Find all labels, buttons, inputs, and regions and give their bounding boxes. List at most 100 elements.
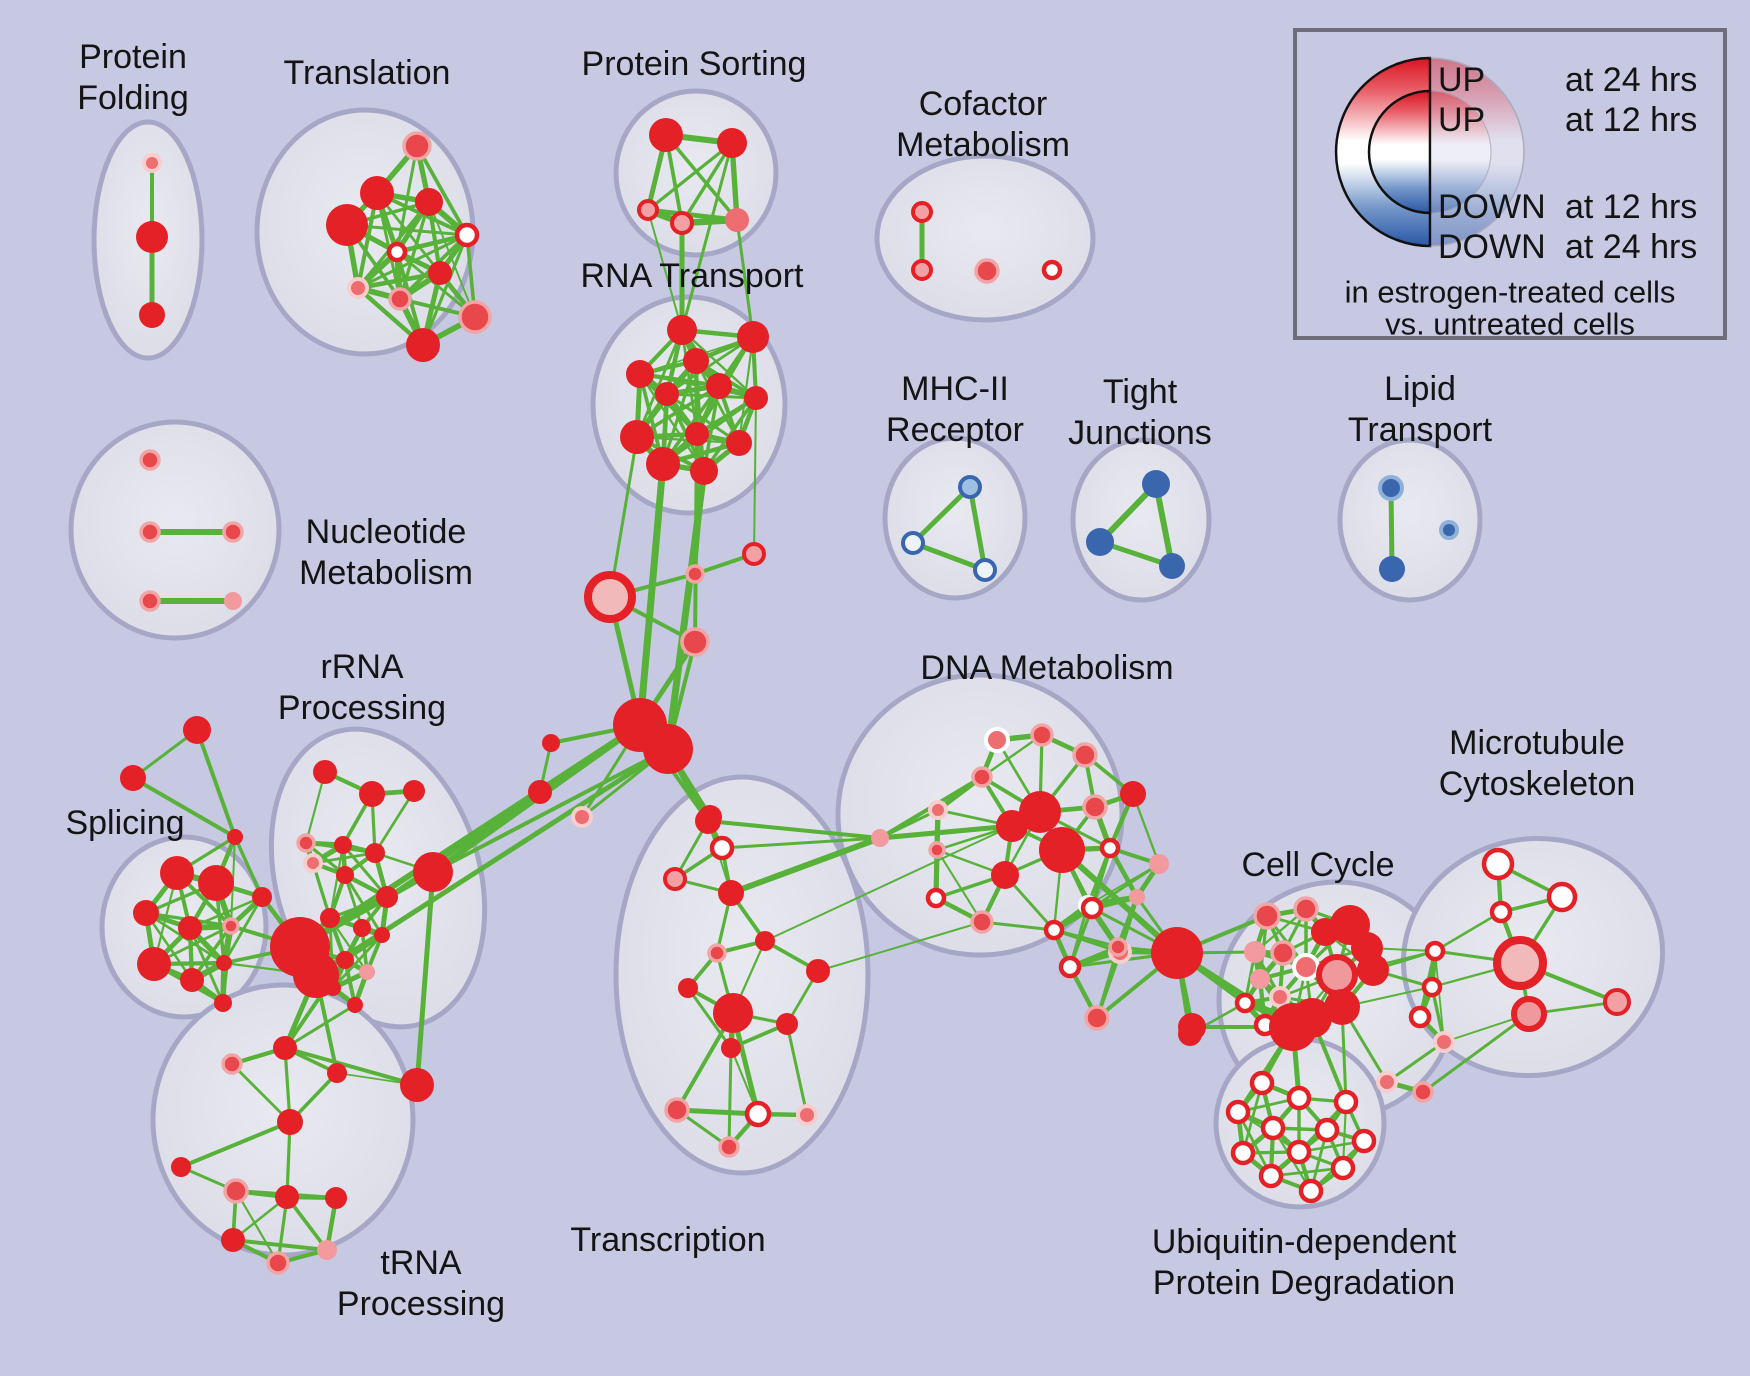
node-free-8 — [571, 806, 593, 828]
node-dn-9 — [1039, 827, 1085, 873]
node-mt-8 — [1408, 1005, 1432, 1029]
node-ps-2 — [637, 199, 659, 221]
network-edge — [727, 1046, 733, 1149]
node-nm-3 — [139, 590, 161, 612]
node-dn-13 — [925, 887, 947, 909]
node-ub-11 — [1298, 1178, 1324, 1204]
network-edge — [665, 392, 741, 445]
node-lp-2 — [1439, 520, 1459, 540]
node-rt-1 — [737, 321, 769, 353]
node-rr-7 — [376, 886, 398, 908]
node-tr-11 — [266, 1251, 290, 1275]
node-dn-4 — [928, 800, 948, 820]
network-edge — [686, 986, 733, 1050]
network-edge — [878, 808, 940, 840]
node-rr-4 — [334, 836, 352, 854]
node-rr-11 — [336, 951, 354, 969]
cluster-label-microtubule: Microtubule Cytoskeleton — [1439, 724, 1636, 803]
cluster-label-splicing: Splicing — [65, 804, 184, 842]
node-tl-3 — [326, 204, 368, 246]
network-edge — [283, 1046, 419, 1087]
node-rr-0 — [313, 760, 337, 784]
node-tr-6 — [223, 1178, 249, 1204]
node-cc-16 — [1324, 989, 1360, 1025]
node-mt-9 — [1433, 1031, 1455, 1053]
node-dn-16 — [1129, 889, 1145, 905]
node-cc-6 — [1270, 940, 1296, 966]
node-cf-2 — [974, 258, 1000, 284]
node-dn-2 — [1072, 742, 1098, 768]
node-sp-0 — [160, 856, 194, 890]
node-rr-16 — [403, 780, 425, 802]
network-edge — [1388, 485, 1395, 572]
cluster-ellipse-lp — [1337, 437, 1483, 603]
network-edge — [967, 484, 988, 573]
network-edge — [636, 460, 667, 729]
node-tl-7 — [347, 277, 369, 299]
node-sp-12 — [227, 829, 243, 845]
node-mt-0 — [1481, 847, 1515, 881]
network-edge — [431, 747, 670, 874]
network-edge — [728, 835, 883, 896]
node-tl-8 — [388, 287, 412, 311]
node-cc-8 — [1316, 954, 1358, 996]
node-nm-2 — [222, 521, 244, 543]
node-sp-9 — [252, 887, 272, 907]
node-mt-4 — [1493, 936, 1547, 990]
node-ub-2 — [1225, 1099, 1251, 1125]
node-sp-2 — [133, 900, 159, 926]
node-nm-4 — [224, 592, 242, 610]
cluster-label-translation: Translation — [284, 54, 451, 92]
node-nm-1 — [139, 521, 161, 543]
node-cf-3 — [1041, 259, 1063, 281]
node-sp-4 — [222, 917, 240, 935]
node-ub-5 — [1314, 1117, 1340, 1143]
network-edge — [647, 209, 683, 331]
node-ub-1 — [1286, 1085, 1312, 1111]
node-rt-10 — [646, 447, 680, 481]
node-pf-0 — [142, 153, 162, 173]
node-free-2 — [742, 542, 766, 566]
node-tx-7 — [806, 959, 830, 983]
cluster-label-dna-metabolism: DNA Metabolism — [920, 649, 1173, 687]
node-pf-2 — [139, 302, 165, 328]
node-tx-10 — [721, 1038, 741, 1058]
network-edge — [935, 848, 984, 924]
node-tr-9 — [221, 1228, 245, 1252]
network-edge — [910, 540, 988, 573]
node-cc-9 — [1357, 954, 1389, 986]
node-free-11 — [1151, 927, 1203, 979]
network-edge — [910, 484, 973, 546]
node-sp-1 — [198, 865, 234, 901]
node-tj-0 — [1142, 470, 1170, 498]
network-edge — [1090, 862, 1161, 910]
node-tx-11 — [664, 1097, 690, 1123]
node-cc-10 — [1250, 969, 1270, 989]
network-edge — [665, 335, 755, 396]
node-tl-0 — [402, 131, 432, 161]
cluster-label-protein-sorting: Protein Sorting — [582, 45, 807, 83]
network-edge — [1421, 1012, 1531, 1094]
node-sp-7 — [216, 955, 232, 971]
cluster-label-trna: tRNA Processing — [337, 1244, 505, 1323]
node-rr-2 — [296, 833, 316, 853]
network-edge — [283, 1003, 357, 1050]
legend-up-12-time: at 12 hrs — [1565, 101, 1697, 139]
node-cf-1 — [911, 259, 933, 281]
node-dn-14 — [970, 910, 994, 934]
node-dn-22 — [1084, 1005, 1110, 1031]
node-tr-3 — [400, 1068, 434, 1102]
node-pf-1 — [136, 221, 168, 253]
node-tr-10 — [317, 1240, 337, 1260]
network-edge — [233, 835, 264, 899]
node-cc-7 — [1292, 953, 1320, 981]
network-edge — [1385, 1040, 1446, 1084]
network-edge — [188, 926, 225, 1005]
node-cc-12 — [1234, 992, 1256, 1014]
node-mt-3 — [1424, 940, 1446, 962]
network-edge — [304, 770, 327, 845]
network-edge — [421, 233, 469, 347]
node-cc-0 — [1253, 902, 1281, 930]
node-dn-8 — [996, 810, 1028, 842]
